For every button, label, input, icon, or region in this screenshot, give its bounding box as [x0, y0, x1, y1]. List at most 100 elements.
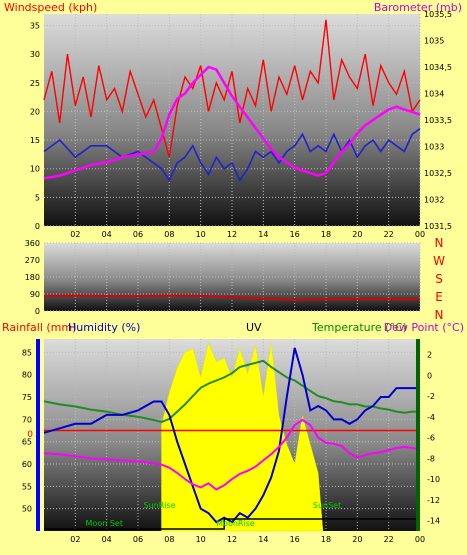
direction-degree-label: 0 — [35, 307, 40, 316]
gust-series — [43, 19, 421, 158]
rainfall-axis-label: Rainfall (mm) — [2, 321, 76, 334]
compass-label: S — [435, 272, 443, 286]
barometer-tick-label: 1032 — [424, 196, 444, 205]
sunset-label: SunSet — [313, 501, 341, 510]
wind-time-tick-label: 22 — [384, 230, 394, 239]
temp-time-tick-label: 00 — [415, 535, 425, 544]
wind-time-tick-label: 04 — [102, 230, 112, 239]
windspeed-tick-label: 35 — [30, 21, 40, 30]
dewpoint-axis-label: Dew Point (°C) — [384, 321, 464, 334]
temperature-axis-label: Temperature (°C) — [311, 321, 407, 334]
temperature-tick-label: -4 — [427, 413, 435, 422]
windspeed-tick-label: 25 — [30, 79, 40, 88]
humidity-line — [43, 347, 420, 524]
wind-time-tick-label: 10 — [196, 230, 206, 239]
direction-series — [43, 294, 421, 301]
dewpoint-line — [43, 418, 421, 491]
humidity-tick-label: 55 — [22, 482, 32, 491]
barometer-line — [43, 65, 421, 180]
humidity-tick-label: 60 — [22, 460, 32, 469]
temp-time-tick-label: 18 — [321, 535, 331, 544]
temperature-series — [43, 359, 420, 424]
wind-time-tick-label: 12 — [227, 230, 237, 239]
humidity-tick-label: 80 — [22, 371, 32, 380]
barometer-tick-label: 1034,5 — [424, 63, 452, 72]
sunrise-label: SunRise — [144, 501, 176, 510]
barometer-axis-label: Barometer (mb) — [374, 1, 462, 14]
temp-time-tick-label: 20 — [352, 535, 362, 544]
temp-time-tick-label: 08 — [164, 535, 174, 544]
temp-time-ticks: 02 04 06 08 10 12 14 16 18 20 22 00 — [70, 535, 425, 544]
average-wind-series — [43, 127, 421, 182]
temperature-tick-label: -12 — [427, 496, 440, 505]
direction-degree-label: 180 — [25, 273, 40, 282]
humidity-ticks: 50 55 60 65 70 75 80 85 — [22, 348, 32, 513]
wind-time-tick-label: 00 — [415, 230, 425, 239]
temperature-tick-label: 2 — [427, 351, 432, 360]
temperature-ticks: -14 -12 -10 -8 -6 -4 -2 0 2 — [427, 351, 440, 526]
moon-visibility-line — [44, 518, 420, 530]
windspeed-tick-label: 15 — [30, 136, 40, 145]
temp-time-tick-label: 10 — [196, 535, 206, 544]
barometer-ticks: 1031,5 1032 1032,5 1033 1033,5 1034 1034,5 1035… — [424, 10, 452, 231]
windspeed-tick-label: 0 — [35, 222, 40, 231]
wind-time-ticks: 02 04 06 08 10 12 14 16 18 20 22 00 — [70, 230, 425, 239]
temperature-line — [43, 359, 420, 424]
temperature-tick-label: 0 — [427, 371, 432, 380]
humidity-tick-label: 65 — [22, 438, 32, 447]
temperature-tick-label: -8 — [427, 454, 435, 463]
windspeed-tick-label: 10 — [30, 165, 40, 174]
moonrise-label: MoonRise — [216, 519, 255, 528]
temperature-tick-label: -10 — [427, 475, 440, 484]
temp-time-tick-label: 04 — [102, 535, 112, 544]
wind-time-tick-label: 06 — [133, 230, 143, 239]
rain-axis-bar — [36, 339, 40, 531]
barometer-tick-label: 1033,5 — [424, 116, 452, 125]
temperature-tick-label: -2 — [427, 392, 435, 401]
gust-line — [43, 19, 421, 158]
compass-label: W — [433, 254, 445, 268]
barometer-series — [43, 65, 421, 180]
humidity-tick-label: 70 — [22, 415, 32, 424]
windspeed-axis-label: Windspeed (kph) — [4, 1, 97, 14]
uv-axis-label: UV — [246, 321, 262, 334]
compass-label: E — [435, 290, 443, 304]
wind-time-tick-label: 02 — [70, 230, 80, 239]
temperature-tick-label: -14 — [427, 517, 440, 526]
panel-wind-barometer: 0 5 10 15 20 25 30 35 1031,5 1032 1032,5 1033 1033,… — [4, 1, 462, 239]
humidity-series — [43, 347, 420, 524]
barometer-tick-label: 1034 — [424, 90, 444, 99]
temp-time-tick-label: 14 — [258, 535, 268, 544]
wind-time-tick-label: 14 — [258, 230, 268, 239]
temperature-axis-bar — [416, 339, 420, 531]
barometer-tick-label: 1032,5 — [424, 169, 452, 178]
zero-rain-label: 0 — [27, 430, 33, 440]
direction-line — [43, 294, 421, 301]
compass-label: N — [435, 308, 444, 322]
windspeed-tick-label: 5 — [35, 193, 40, 202]
barometer-tick-label: 1035 — [424, 37, 444, 46]
temp-time-tick-label: 12 — [227, 535, 237, 544]
direction-degree-label: 90 — [30, 290, 40, 299]
direction-gridlines — [44, 242, 421, 312]
wind-gridlines — [44, 14, 421, 227]
temp-time-tick-label: 22 — [384, 535, 394, 544]
barometer-tick-label: 1035,5 — [424, 10, 452, 19]
moon-step-line — [44, 518, 420, 530]
panel-humidity-temperature: SunRise SunSet Moon Set MoonRise 50 55 60 65 70… — [2, 321, 464, 544]
dewpoint-series — [43, 418, 421, 491]
direction-degree-label: 360 — [25, 239, 40, 248]
temperature-tick-label: -6 — [427, 434, 435, 443]
barometer-tick-label: 1031,5 — [424, 222, 452, 231]
windspeed-tick-label: 20 — [30, 107, 40, 116]
humidity-tick-label: 85 — [22, 348, 32, 357]
humidity-tick-label: 75 — [22, 393, 32, 402]
average-wind-line — [43, 127, 421, 182]
direction-degree-label: 270 — [25, 256, 40, 265]
windspeed-ticks: 0 5 10 15 20 25 30 35 — [30, 21, 40, 231]
event-annotations: SunRise SunSet Moon Set MoonRise — [86, 501, 342, 528]
temp-time-tick-label: 02 — [70, 535, 80, 544]
wind-time-tick-label: 18 — [321, 230, 331, 239]
